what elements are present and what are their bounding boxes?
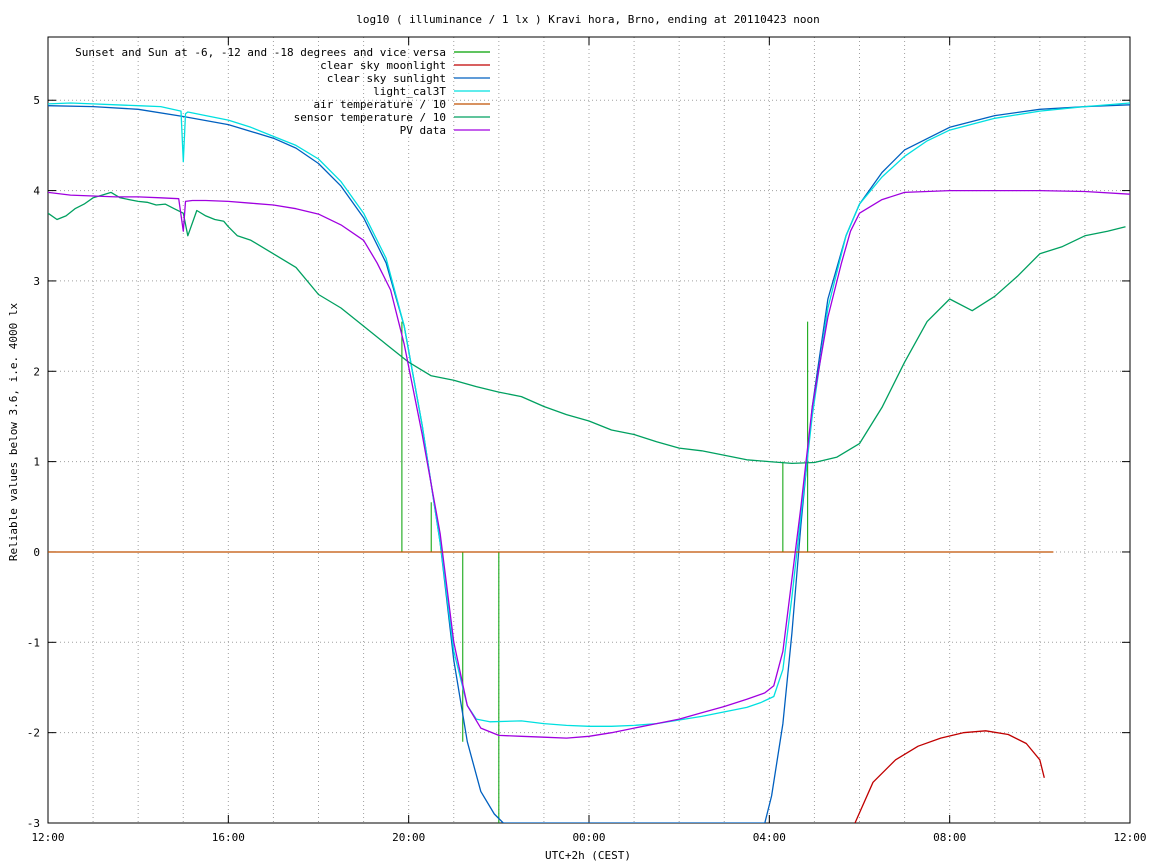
y-tick-label: 4 [33, 185, 40, 198]
series-sunset-and-sun-at-6-12-and-18-degrees-and-vice-versa [401, 321, 809, 823]
y-tick-label: -2 [27, 727, 40, 740]
x-tick-label: 00:00 [572, 831, 605, 844]
y-tick-label: 0 [33, 546, 40, 559]
series-line [48, 191, 1126, 465]
series-clear-sky-moonlight [854, 730, 1045, 823]
y-tick-label: 5 [33, 94, 40, 107]
series-sensor-temperature-10 [48, 191, 1126, 465]
series-line [48, 104, 1130, 823]
x-tick-label: 08:00 [933, 831, 966, 844]
y-axis-label: Reliable values below 3.6, i.e. 4000 lx [7, 302, 20, 561]
legend-label: light_cal3T [373, 85, 446, 98]
y-tick-label: -1 [27, 636, 40, 649]
y-tick-label: 2 [33, 365, 40, 378]
axes: 12:00 16:00 20:00 00:00 04:00 08:00 12:00-3-2-… [27, 36, 1147, 844]
x-tick-label: 16:00 [212, 831, 245, 844]
series-line [48, 189, 1130, 739]
legend-label: clear sky moonlight [320, 59, 446, 72]
legend: Sunset and Sun at -6, -12 and -18 degree… [75, 46, 490, 137]
x-tick-label: 20:00 [392, 831, 425, 844]
x-axis-label: UTC+2h (CEST) [545, 849, 631, 862]
series-light-cal3t [48, 102, 1130, 727]
grid [48, 37, 1130, 823]
legend-label: air temperature / 10 [314, 98, 446, 111]
x-tick-label: 12:00 [31, 831, 64, 844]
legend-label: PV data [400, 124, 446, 137]
series-pv-data [48, 189, 1130, 739]
legend-label: Sunset and Sun at -6, -12 and -18 degree… [75, 46, 446, 59]
x-tick-label: 12:00 [1113, 831, 1146, 844]
legend-label: clear sky sunlight [327, 72, 446, 85]
chart-title: log10 ( illuminance / 1 lx ) Kravi hora,… [356, 13, 820, 26]
x-tick-label: 04:00 [753, 831, 786, 844]
y-tick-label: 1 [33, 456, 40, 469]
legend-label: sensor temperature / 10 [294, 111, 446, 124]
y-tick-label: 3 [33, 275, 40, 288]
series-line [854, 730, 1045, 823]
series-line [48, 102, 1130, 727]
series-clear-sky-sunlight [48, 104, 1130, 823]
y-tick-label: -3 [27, 817, 40, 830]
series-layer [48, 102, 1130, 823]
